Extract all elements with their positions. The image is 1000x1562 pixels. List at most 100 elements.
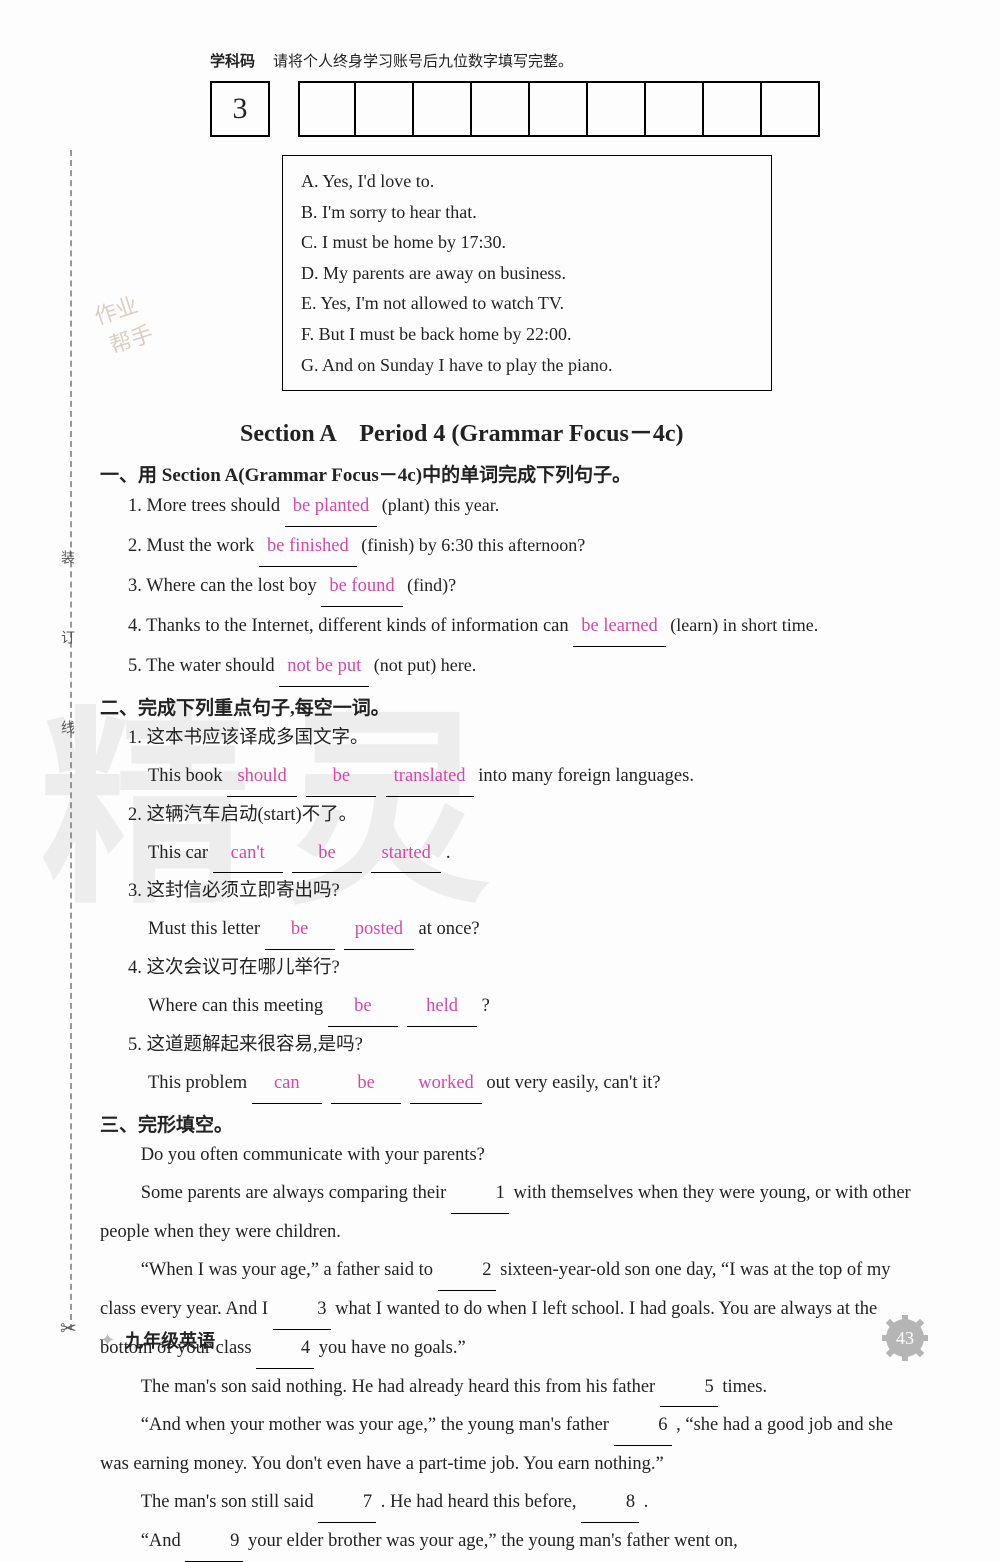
answer-blank[interactable]: held — [407, 988, 477, 1027]
cloze-passage: Do you often communicate with your paren… — [100, 1137, 922, 1562]
scissor-icon: ✂ — [60, 1316, 77, 1341]
option-e: E. Yes, I'm not allowed to watch TV. — [301, 288, 753, 319]
cloze-blank-1[interactable]: 1 — [451, 1175, 509, 1214]
account-number-boxes: 3 — [210, 81, 922, 137]
en-text: into many foreign languages. — [478, 766, 694, 786]
ex2-i1-cn: 1. 这本书应该译成多国文字。 — [128, 720, 922, 758]
answer-blank[interactable]: be learned — [573, 608, 666, 647]
bind-char-2: 订 — [56, 630, 76, 644]
ex1-q3: 3. Where can the lost boy be found (find… — [128, 567, 922, 607]
answer-blank[interactable]: should — [227, 758, 297, 797]
ex2-i4-en: Where can this meeting be held ? — [148, 988, 922, 1027]
answer-blank[interactable]: posted — [344, 911, 414, 950]
ex2-i3-en: Must this letter be posted at once? — [148, 911, 922, 950]
cloze-blank-9[interactable]: 9 — [185, 1523, 243, 1562]
digit-cell[interactable] — [530, 81, 588, 137]
ex2-i2-cn: 2. 这辆汽车启动(start)不了。 — [128, 797, 922, 835]
option-g: G. And on Sunday I have to play the pian… — [301, 350, 753, 381]
ex1-q1: 1. More trees should be planted (plant) … — [128, 487, 922, 527]
digit-cell[interactable] — [472, 81, 530, 137]
answer-blank[interactable]: can't — [213, 835, 283, 874]
answer-blank[interactable]: be — [331, 1065, 401, 1104]
answer-blank[interactable]: be found — [321, 568, 402, 607]
en-text: at once? — [419, 919, 480, 939]
exercise-2-title: 二、完成下列重点句子,每空一词。 — [100, 693, 922, 720]
cloze-text: you have no goals.” — [314, 1338, 466, 1358]
cloze-text: Do you often communicate with your paren… — [141, 1145, 485, 1165]
q-text: 3. Where can the lost boy — [128, 576, 321, 596]
ex1-q5: 5. The water should not be put (not put)… — [128, 647, 922, 687]
cloze-text: Some parents are always comparing their — [141, 1183, 451, 1203]
exercise-3-title: 三、完形填空。 — [100, 1110, 922, 1137]
q-text: 1. More trees should — [128, 496, 285, 516]
cloze-text: times. — [718, 1377, 767, 1397]
bind-char-3: 线 — [56, 720, 76, 734]
digit-cell[interactable] — [704, 81, 762, 137]
cloze-text: . He had heard this before, — [376, 1492, 581, 1512]
ex2-i3-cn: 3. 这封信必须立即寄出吗? — [128, 873, 922, 911]
exercise-1-title: 一、用 Section A(Grammar Focus－4c)中的单词完成下列句… — [100, 460, 922, 487]
en-text: This book — [148, 766, 227, 786]
cloze-text: “When I was your age,” a father said to — [141, 1260, 438, 1280]
ex2-i5-cn: 5. 这道题解起来很容易,是吗? — [128, 1027, 922, 1065]
cloze-text: The man's son still said — [141, 1492, 319, 1512]
answer-blank[interactable]: be planted — [285, 488, 378, 527]
prefilled-cell: 3 — [210, 81, 270, 137]
ex1-q2: 2. Must the work be finished (finish) by… — [128, 527, 922, 567]
ex2-i5-en: This problem can be worked out very easi… — [148, 1065, 922, 1104]
cloze-blank-2[interactable]: 2 — [438, 1252, 496, 1291]
option-d: D. My parents are away on business. — [301, 258, 753, 289]
digit-cell[interactable] — [762, 81, 820, 137]
answer-blank[interactable]: be — [328, 988, 398, 1027]
bind-char-1: 装 — [56, 550, 76, 564]
cloze-blank-6[interactable]: 6 — [614, 1407, 672, 1446]
answer-blank[interactable]: can — [252, 1065, 322, 1104]
ex2-i1-en: This book should be translated into many… — [148, 758, 922, 797]
cloze-blank-3[interactable]: 3 — [273, 1291, 331, 1330]
q-text: 2. Must the work — [128, 536, 259, 556]
q-hint: (plant) this year. — [377, 495, 499, 515]
option-c: C. I must be home by 17:30. — [301, 227, 753, 258]
cloze-blank-4[interactable]: 4 — [256, 1330, 314, 1369]
cloze-blank-5[interactable]: 5 — [660, 1369, 718, 1408]
binding-dash-line — [70, 150, 72, 1330]
answer-options-box: A. Yes, I'd love to. B. I'm sorry to hea… — [282, 155, 772, 391]
en-text: Where can this meeting — [148, 996, 328, 1016]
q-hint: (finish) by 6:30 this afternoon? — [357, 535, 585, 555]
q-hint: (learn) in short time. — [666, 615, 818, 635]
digit-cell[interactable] — [588, 81, 646, 137]
ex2-i4-cn: 4. 这次会议可在哪儿举行? — [128, 950, 922, 988]
digit-cell[interactable] — [646, 81, 704, 137]
q-hint: (find)? — [403, 575, 456, 595]
cloze-blank-7[interactable]: 7 — [318, 1484, 376, 1523]
answer-blank[interactable]: be — [265, 911, 335, 950]
cloze-text: . — [639, 1492, 648, 1512]
option-b: B. I'm sorry to hear that. — [301, 197, 753, 228]
en-text: Must this letter — [148, 919, 265, 939]
answer-blank[interactable]: worked — [410, 1065, 481, 1104]
option-a: A. Yes, I'd love to. — [301, 166, 753, 197]
answer-blank[interactable]: translated — [386, 758, 474, 797]
cloze-text: “And when your mother was your age,” the… — [141, 1415, 614, 1435]
answer-blank[interactable]: started — [371, 835, 441, 874]
cloze-blank-8[interactable]: 8 — [581, 1484, 639, 1523]
q-text: 5. The water should — [128, 656, 279, 676]
answer-blank[interactable]: be — [292, 835, 362, 874]
en-text: This problem — [148, 1073, 252, 1093]
answer-blank[interactable]: be — [306, 758, 376, 797]
answer-blank[interactable]: not be put — [279, 648, 369, 687]
digit-cell[interactable] — [298, 81, 356, 137]
option-f: F. But I must be back home by 22:00. — [301, 319, 753, 350]
ex1-q4: 4. Thanks to the Internet, different kin… — [128, 607, 922, 647]
digit-cell[interactable] — [414, 81, 472, 137]
en-text: This car — [148, 843, 213, 863]
header-instruction: 请将个人终身学习账号后九位数字填写完整。 — [273, 50, 573, 71]
en-text: . — [446, 843, 451, 863]
answer-blank[interactable]: be finished — [259, 528, 357, 567]
q-text: 4. Thanks to the Internet, different kin… — [128, 616, 573, 636]
en-text: out very easily, can't it? — [486, 1073, 660, 1093]
section-title: Section A Period 4 (Grammar Focus－4c) — [240, 413, 922, 448]
header-code-label: 学科码 — [210, 50, 255, 71]
en-text: ? — [482, 996, 490, 1016]
digit-cell[interactable] — [356, 81, 414, 137]
